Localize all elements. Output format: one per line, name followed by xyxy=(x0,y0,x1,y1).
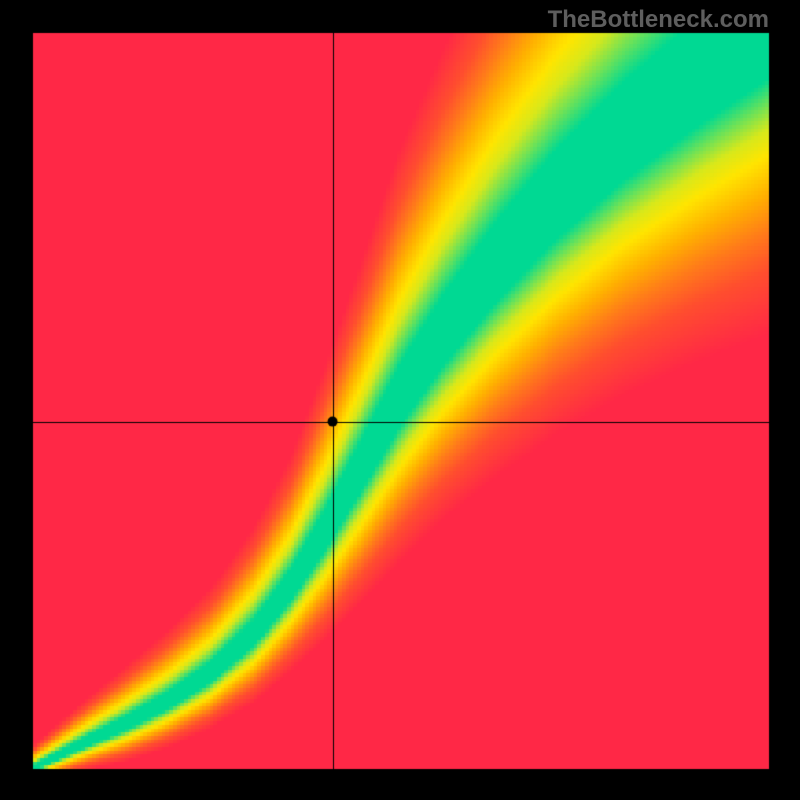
chart-container: TheBottleneck.com xyxy=(0,0,800,800)
bottleneck-heatmap xyxy=(0,0,800,800)
watermark-text: TheBottleneck.com xyxy=(548,6,769,34)
